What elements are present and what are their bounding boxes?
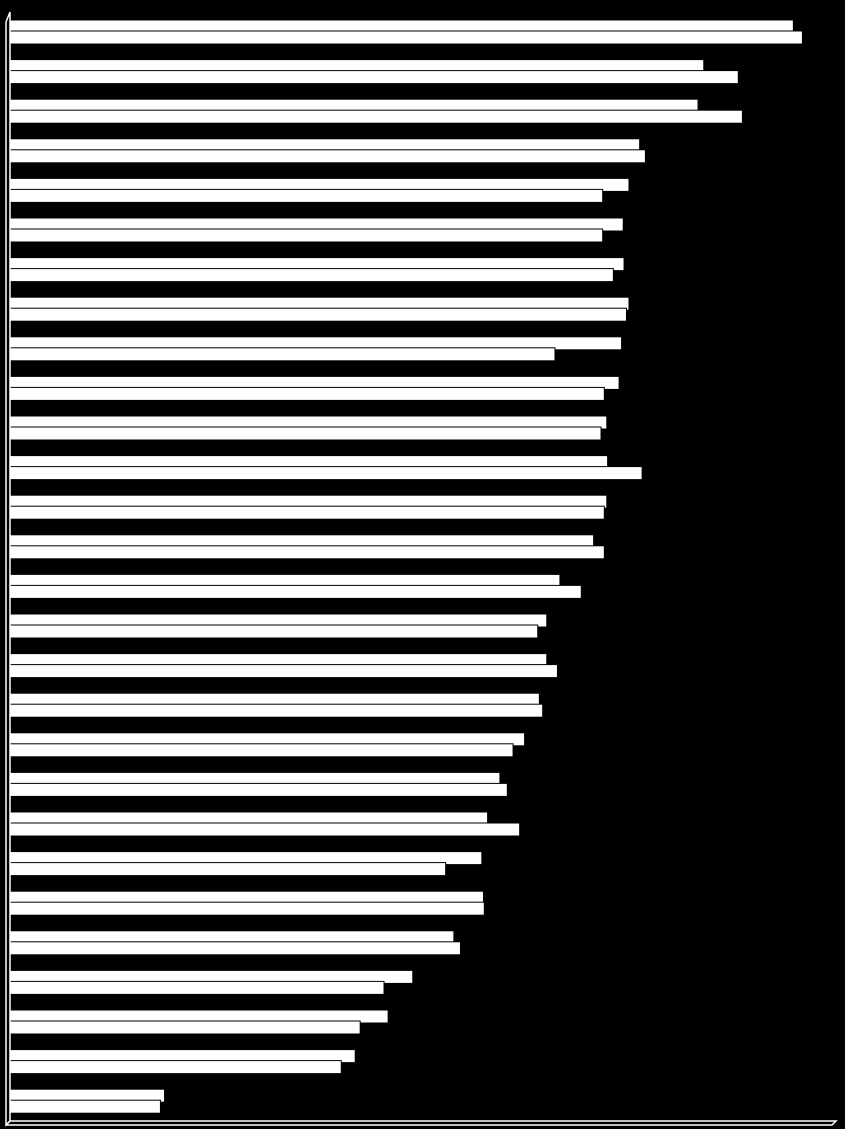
bar-series2-row8 (9, 307, 627, 322)
axes-layer (5, 11, 838, 1127)
bar-series2-row22 (9, 862, 447, 877)
bar-series2-row27 (9, 1060, 342, 1075)
bar-series2-row17 (9, 664, 558, 679)
bar-series2-row28 (9, 1099, 161, 1114)
bar-series2-row9 (9, 347, 556, 362)
bar-series2-row26 (9, 1020, 361, 1035)
bar-series2-row21 (9, 822, 521, 837)
bar-series2-row12 (9, 466, 643, 481)
bar-series2-row16 (9, 624, 539, 639)
bar-series2-row6 (9, 228, 604, 243)
bar-series2-row11 (9, 426, 602, 441)
bar-series2-row5 (9, 188, 604, 203)
bar-series2-row1 (9, 30, 803, 45)
bar-series2-row15 (9, 584, 582, 599)
bar-series2-row18 (9, 703, 544, 718)
bar-series2-row10 (9, 386, 605, 401)
bar-series2-row3 (9, 109, 743, 124)
bar-series2-row23 (9, 901, 485, 916)
bar-series2-row20 (9, 782, 508, 797)
bar-series2-row7 (9, 268, 614, 283)
bar-series2-row14 (9, 545, 605, 560)
y-axis-line (5, 11, 11, 1127)
bar-series2-row13 (9, 505, 605, 520)
bar-series2-row25 (9, 980, 385, 995)
bar-series2-row24 (9, 941, 461, 956)
bar-series2-row4 (9, 149, 646, 164)
bar-series2-row19 (9, 743, 514, 758)
bar-series2-row2 (9, 70, 739, 85)
